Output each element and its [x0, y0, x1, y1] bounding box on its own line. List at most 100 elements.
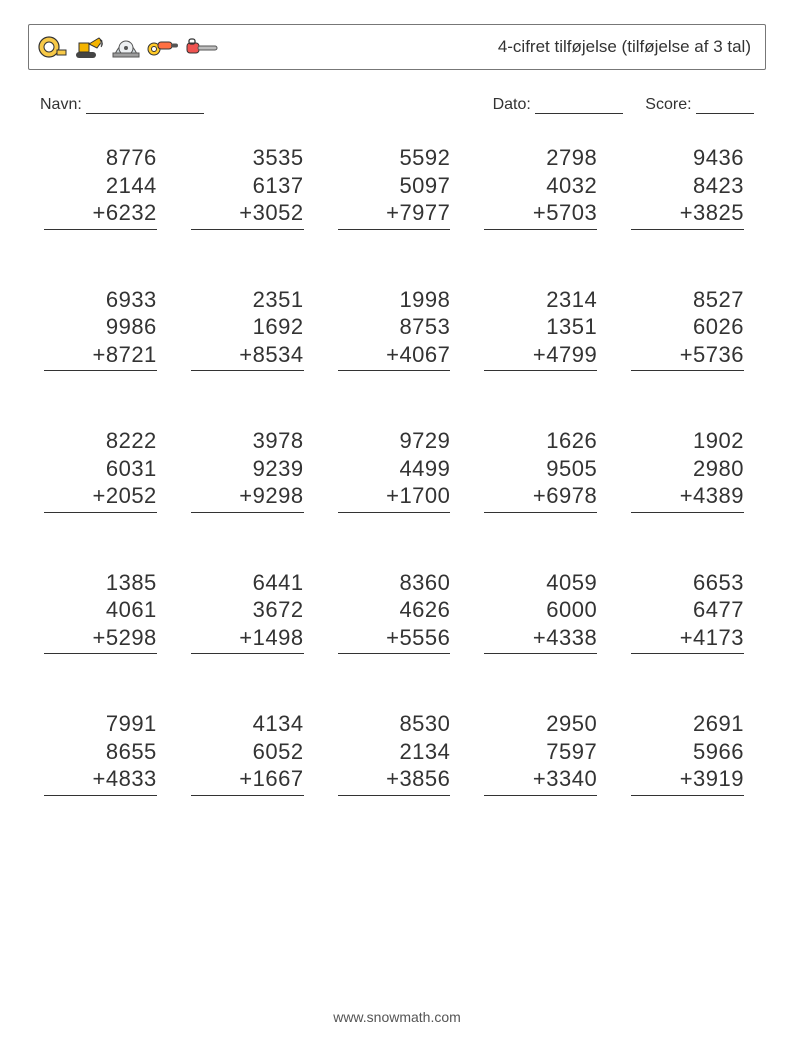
name-blank[interactable]: [86, 96, 204, 114]
header-icons: [37, 34, 219, 60]
addend-3: +4067: [338, 341, 451, 372]
addend-1: 8222: [44, 427, 157, 455]
addend-1: 8776: [44, 144, 157, 172]
addend-2: 1351: [484, 313, 597, 341]
addend-2: 7597: [484, 738, 597, 766]
addend-2: 2980: [631, 455, 744, 483]
addend-1: 9729: [338, 427, 451, 455]
problem-25: 26915966+3919: [631, 710, 750, 798]
problem-19: 40596000+4338: [484, 569, 603, 657]
addend-3: +3919: [631, 765, 744, 796]
problem-18: 83604626+5556: [338, 569, 457, 657]
addend-1: 3978: [191, 427, 304, 455]
addend-2: 5097: [338, 172, 451, 200]
addend-3: +5556: [338, 624, 451, 655]
addend-3: +4833: [44, 765, 157, 796]
addend-2: 6026: [631, 313, 744, 341]
score-blank[interactable]: [696, 96, 754, 114]
problem-13: 97294499+1700: [338, 427, 457, 515]
problem-10: 85276026+5736: [631, 286, 750, 374]
addend-3: +2052: [44, 482, 157, 513]
addend-2: 1692: [191, 313, 304, 341]
addend-3: +6978: [484, 482, 597, 513]
addend-2: 4626: [338, 596, 451, 624]
addend-3: +6232: [44, 199, 157, 230]
problem-22: 41346052+1667: [191, 710, 310, 798]
addend-1: 9436: [631, 144, 744, 172]
addend-3: +4389: [631, 482, 744, 513]
addend-3: +5703: [484, 199, 597, 230]
addend-3: +7977: [338, 199, 451, 230]
addend-3: +5298: [44, 624, 157, 655]
addend-1: 2314: [484, 286, 597, 314]
addend-3: +3340: [484, 765, 597, 796]
addend-1: 1998: [338, 286, 451, 314]
addend-1: 8360: [338, 569, 451, 597]
addend-2: 2144: [44, 172, 157, 200]
addend-1: 1902: [631, 427, 744, 455]
addend-1: 2798: [484, 144, 597, 172]
problem-8: 19988753+4067: [338, 286, 457, 374]
addend-2: 6000: [484, 596, 597, 624]
problem-4: 27984032+5703: [484, 144, 603, 232]
addend-1: 5592: [338, 144, 451, 172]
date-blank[interactable]: [535, 96, 623, 114]
addend-2: 6137: [191, 172, 304, 200]
addend-1: 8527: [631, 286, 744, 314]
problem-23: 85302134+3856: [338, 710, 457, 798]
addend-1: 1626: [484, 427, 597, 455]
addend-3: +3856: [338, 765, 451, 796]
addend-1: 4059: [484, 569, 597, 597]
circular-saw-icon: [111, 34, 141, 60]
addend-2: 4061: [44, 596, 157, 624]
problem-15: 19022980+4389: [631, 427, 750, 515]
chainsaw-icon: [185, 35, 219, 59]
problem-16: 13854061+5298: [44, 569, 163, 657]
addend-2: 9505: [484, 455, 597, 483]
problem-14: 16269505+6978: [484, 427, 603, 515]
addend-2: 3672: [191, 596, 304, 624]
problem-17: 64413672+1498: [191, 569, 310, 657]
addend-1: 8530: [338, 710, 451, 738]
addend-3: +4173: [631, 624, 744, 655]
excavator-icon: [73, 34, 105, 60]
name-label: Navn:: [40, 96, 82, 114]
addend-3: +8534: [191, 341, 304, 372]
addend-2: 4499: [338, 455, 451, 483]
addend-2: 8655: [44, 738, 157, 766]
problem-1: 87762144+6232: [44, 144, 163, 232]
addend-2: 6052: [191, 738, 304, 766]
problem-24: 29507597+3340: [484, 710, 603, 798]
addend-1: 4134: [191, 710, 304, 738]
addend-2: 5966: [631, 738, 744, 766]
addend-3: +5736: [631, 341, 744, 372]
addend-1: 7991: [44, 710, 157, 738]
addend-2: 6031: [44, 455, 157, 483]
angle-grinder-icon: [147, 35, 179, 59]
addend-2: 2134: [338, 738, 451, 766]
addend-2: 9239: [191, 455, 304, 483]
problem-9: 23141351+4799: [484, 286, 603, 374]
addend-1: 1385: [44, 569, 157, 597]
problems-grid: 87762144+6232 35356137+3052 55925097+7977 2…: [44, 144, 750, 798]
addend-3: +3052: [191, 199, 304, 230]
addend-2: 9986: [44, 313, 157, 341]
addend-3: +4338: [484, 624, 597, 655]
problem-11: 82226031+2052: [44, 427, 163, 515]
addend-1: 2351: [191, 286, 304, 314]
problem-21: 79918655+4833: [44, 710, 163, 798]
problem-5: 94368423+3825: [631, 144, 750, 232]
meta-row: Navn: Dato: Score:: [40, 96, 754, 114]
addend-3: +1498: [191, 624, 304, 655]
addend-3: +3825: [631, 199, 744, 230]
addend-3: +8721: [44, 341, 157, 372]
problem-12: 39789239+9298: [191, 427, 310, 515]
addend-1: 6653: [631, 569, 744, 597]
problem-7: 23511692+8534: [191, 286, 310, 374]
addend-1: 2691: [631, 710, 744, 738]
problem-6: 69339986+8721: [44, 286, 163, 374]
tape-measure-icon: [37, 34, 67, 60]
addend-3: +4799: [484, 341, 597, 372]
addend-3: +1700: [338, 482, 451, 513]
problem-2: 35356137+3052: [191, 144, 310, 232]
